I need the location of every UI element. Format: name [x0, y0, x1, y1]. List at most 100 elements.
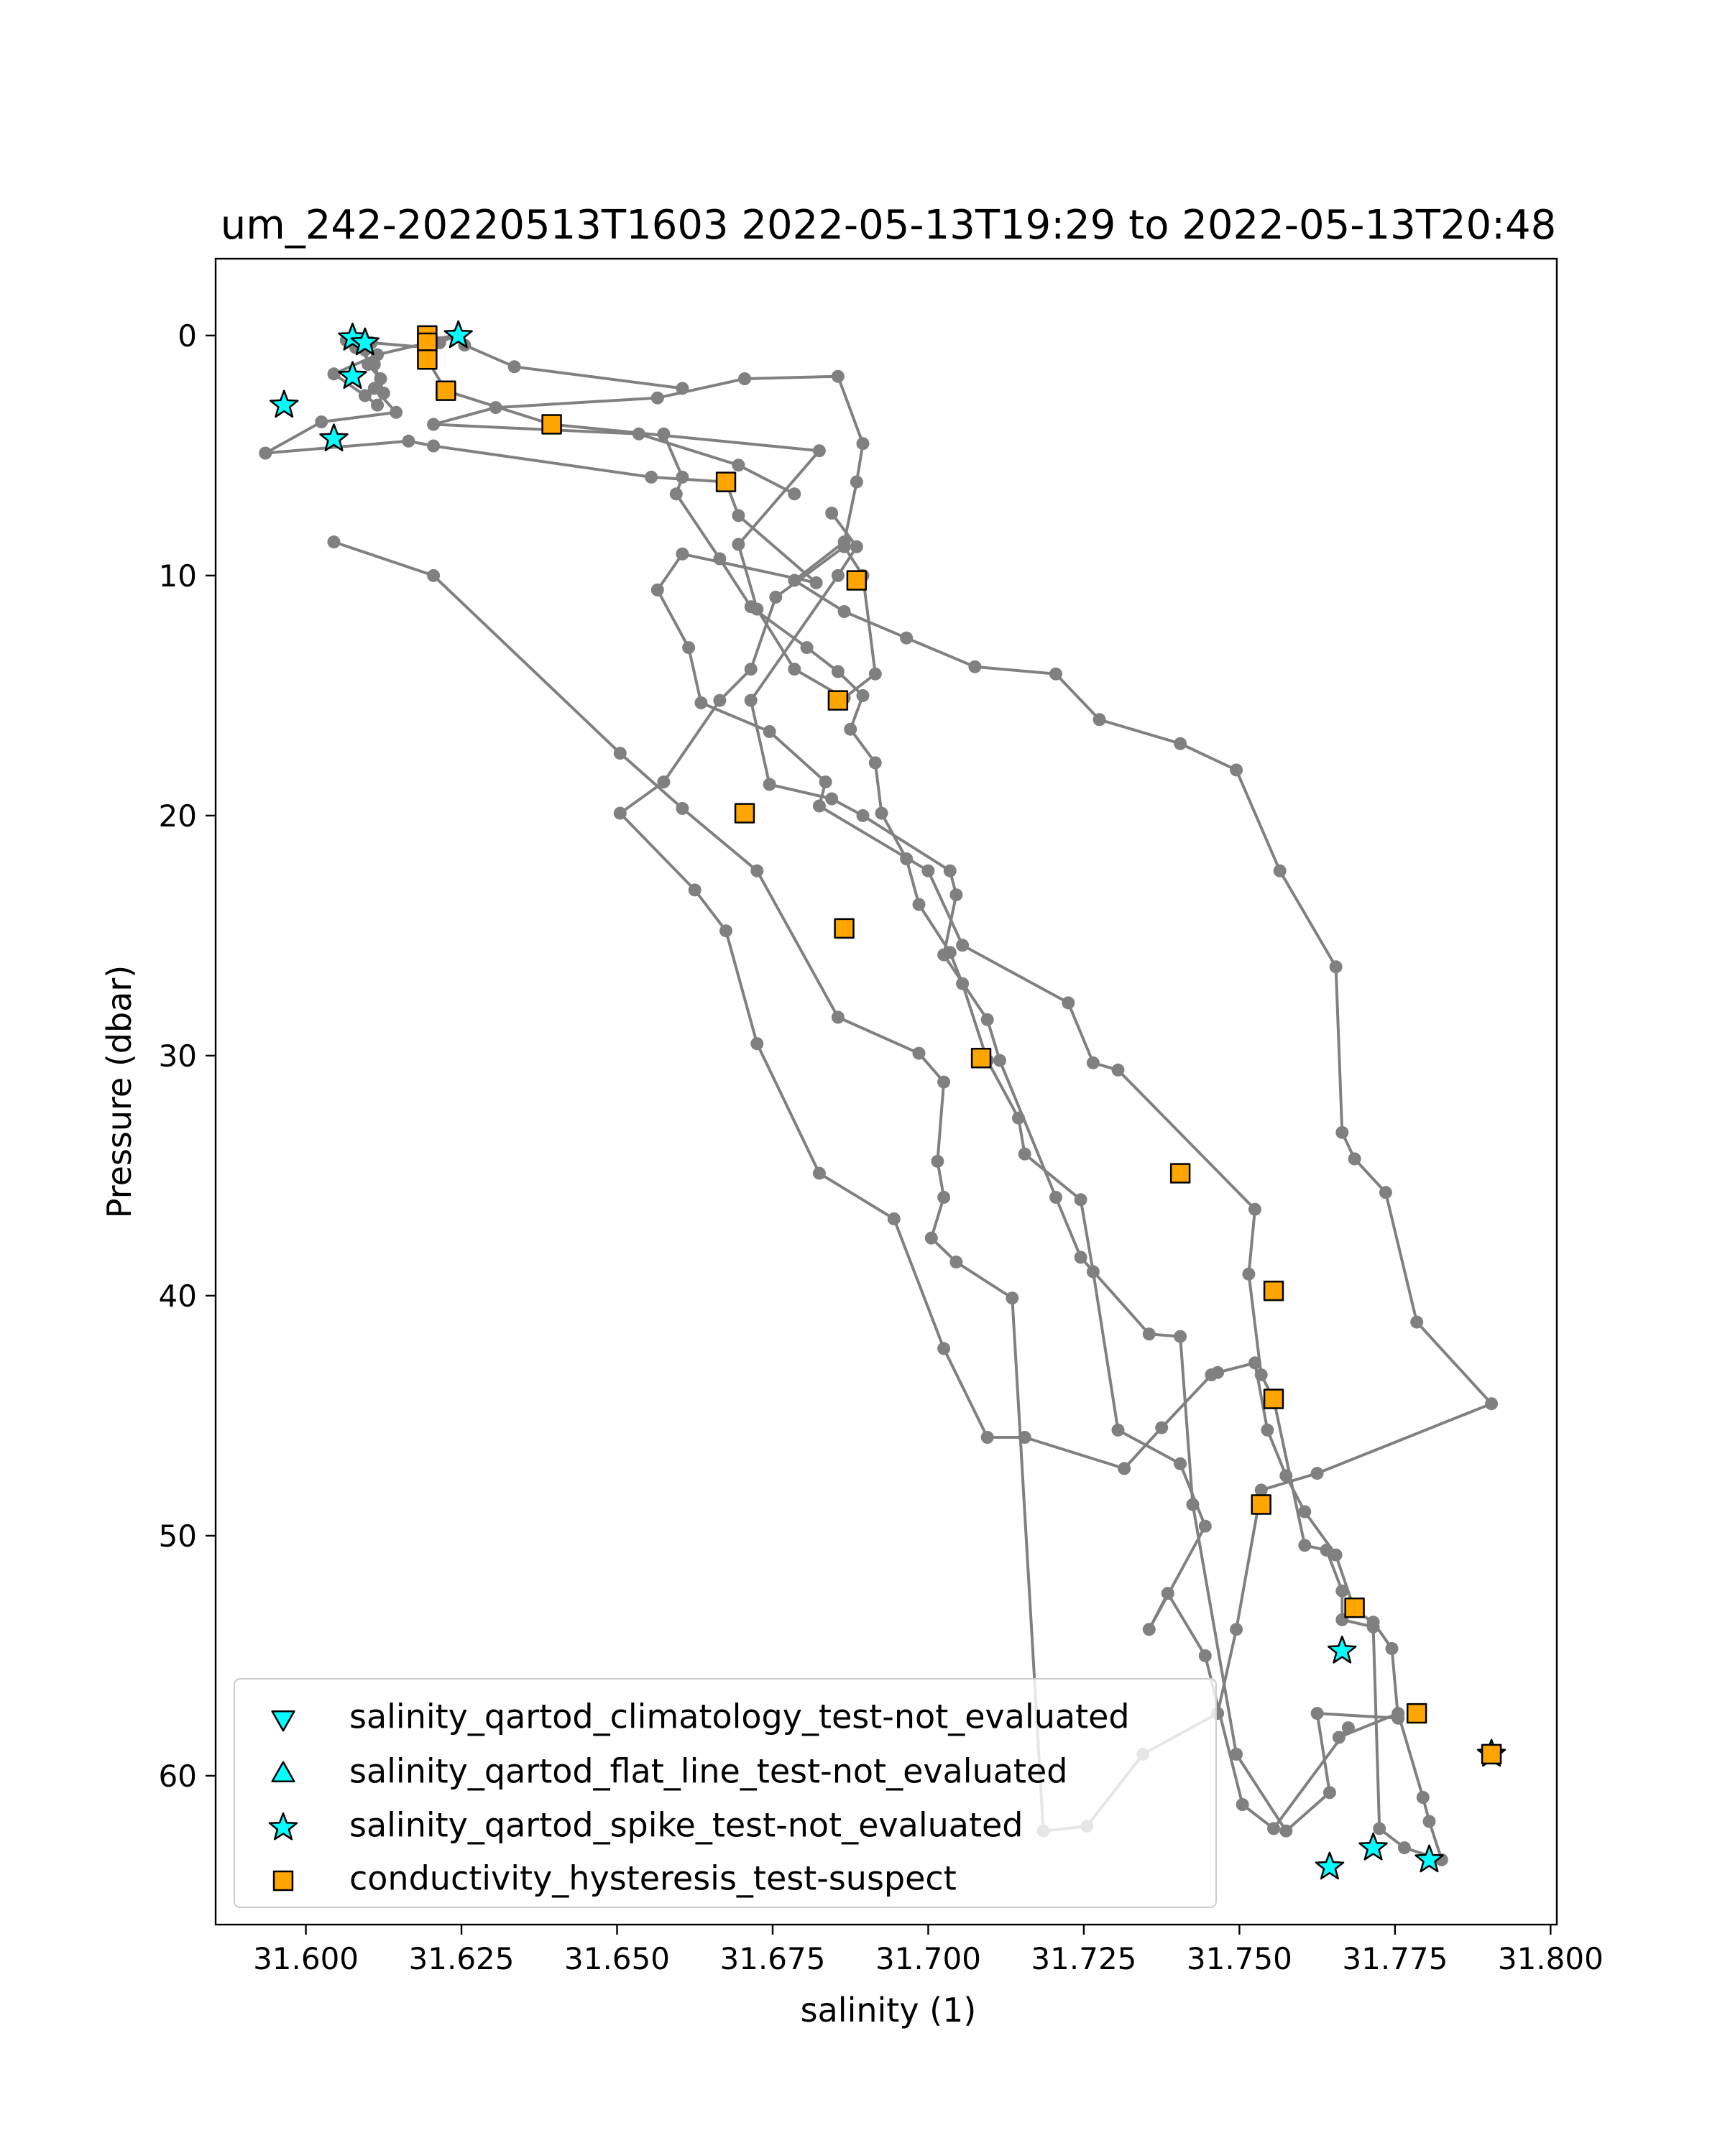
- profile-point: [694, 696, 708, 709]
- x-axis: 31.600 31.625 31.650 31.675 31.700 31.725 31.7…: [253, 1925, 1604, 1976]
- hysteresis-suspect-marker: [970, 1048, 992, 1069]
- y-tick-label: 10: [159, 558, 197, 594]
- profile-point: [1074, 1193, 1087, 1207]
- profile-point: [1410, 1315, 1424, 1329]
- profile-point: [788, 663, 801, 676]
- profile-point: [1267, 1822, 1280, 1835]
- profile-point: [1392, 1711, 1405, 1725]
- profile-point: [358, 389, 372, 402]
- profile-point: [1198, 1519, 1212, 1533]
- profile-point: [1018, 1147, 1031, 1161]
- profile-point: [949, 1256, 963, 1269]
- profile-point: [377, 387, 390, 400]
- spike-test-marker: [1414, 1844, 1444, 1873]
- profile-point: [993, 1054, 1006, 1067]
- x-tick-label: 31.700: [875, 1941, 981, 1976]
- profile-point: [744, 694, 758, 707]
- profile-point: [1012, 1111, 1025, 1125]
- profile-point: [1062, 996, 1075, 1010]
- legend-frame: [234, 1678, 1217, 1908]
- profile-point: [763, 778, 776, 791]
- profile-point: [1018, 1431, 1031, 1444]
- hysteresis-suspect-marker: [417, 349, 438, 370]
- profile-point: [956, 977, 970, 990]
- profile-point: [427, 418, 441, 431]
- profile-point: [1230, 1747, 1243, 1761]
- x-tick-label: 31.775: [1342, 1941, 1448, 1976]
- legend-marker-square: [272, 1870, 294, 1892]
- profile-point: [676, 801, 689, 815]
- profile-point: [1279, 1824, 1293, 1838]
- profile-point: [1242, 1267, 1256, 1281]
- profile-point: [1332, 1731, 1346, 1744]
- profile-point: [632, 427, 645, 441]
- profile-point: [1385, 1641, 1399, 1655]
- profile-point: [1086, 1265, 1100, 1279]
- profile-point: [427, 568, 441, 582]
- y-tick-label: 60: [159, 1759, 197, 1794]
- profile-point: [1298, 1505, 1312, 1519]
- profile-point: [837, 605, 851, 618]
- legend-marker-triangle-up: [271, 1761, 295, 1783]
- hysteresis-suspect-marker: [1406, 1703, 1427, 1724]
- profile-point: [956, 939, 970, 952]
- profile-point: [850, 540, 863, 553]
- profile-point: [937, 1342, 951, 1355]
- hysteresis-suspect-marker: [541, 414, 562, 435]
- legend: salinity_qartod_climatology_test-not_eva…: [234, 1678, 1217, 1908]
- x-axis-label: salinity (1): [801, 1991, 977, 2030]
- profile-point: [968, 660, 982, 673]
- y-tick-label: 0: [178, 318, 197, 354]
- hysteresis-suspect-marker: [834, 918, 855, 939]
- spike-test-marker: [269, 390, 299, 418]
- profile-point: [713, 694, 727, 707]
- profile-point: [657, 775, 671, 789]
- profile-point: [1254, 1368, 1268, 1382]
- profile-point: [937, 1191, 951, 1204]
- y-axis-label: Pressure (dbar): [100, 965, 139, 1218]
- chart-title: um_242-20220513T1603 2022-05-13T19:29 to…: [221, 202, 1557, 249]
- profile-point: [1161, 1587, 1174, 1600]
- profile-point: [1248, 1356, 1261, 1370]
- hysteresis-suspect-marker: [827, 690, 849, 711]
- hysteresis-suspect-marker: [436, 380, 456, 401]
- profile-point: [924, 1231, 938, 1245]
- y-tick-label: 40: [159, 1279, 197, 1314]
- y-tick-label: 20: [159, 798, 197, 834]
- profile-point: [315, 415, 328, 429]
- profile-point: [732, 459, 745, 472]
- y-axis: 0 10 20 30 40 50 60: [159, 318, 216, 1794]
- profile-point: [676, 382, 689, 395]
- profile-point: [1254, 1483, 1268, 1497]
- profile-point: [1310, 1707, 1324, 1720]
- profile-point: [402, 434, 415, 448]
- profile-point: [812, 1166, 826, 1180]
- profile-point: [1174, 1330, 1187, 1343]
- spike-test-marker: [350, 327, 380, 356]
- spike-test-marker: [1358, 1832, 1388, 1861]
- hysteresis-suspect-marker: [417, 332, 438, 354]
- profile-point: [613, 747, 627, 760]
- profile-point: [1397, 1841, 1411, 1855]
- profile-point: [657, 427, 671, 441]
- profile-point: [1329, 960, 1343, 974]
- hysteresis-suspect-marker: [1344, 1597, 1365, 1618]
- profile-point: [507, 360, 521, 374]
- profile-point: [1049, 1191, 1062, 1204]
- profile-point: [943, 864, 957, 877]
- profile-point: [825, 507, 839, 520]
- profile-point: [1416, 1791, 1430, 1804]
- profile-point: [1111, 1423, 1125, 1437]
- profile-point: [676, 470, 689, 484]
- profile-point: [1111, 1063, 1125, 1077]
- hysteresis-suspect-marker: [734, 803, 755, 824]
- profile-point: [837, 535, 851, 549]
- profile-point: [1485, 1397, 1499, 1411]
- profile-point: [732, 538, 745, 551]
- profile-point: [1348, 1152, 1361, 1166]
- profile-point: [1322, 1786, 1336, 1800]
- profile-point: [744, 663, 758, 676]
- hysteresis-suspect-marker: [1481, 1743, 1502, 1765]
- profile-point: [812, 799, 826, 813]
- plot-frame: [214, 257, 1558, 1926]
